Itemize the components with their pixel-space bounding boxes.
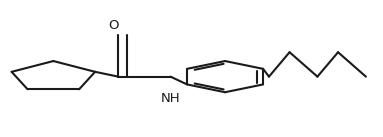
Text: NH: NH [161,92,180,105]
Text: O: O [108,19,119,32]
